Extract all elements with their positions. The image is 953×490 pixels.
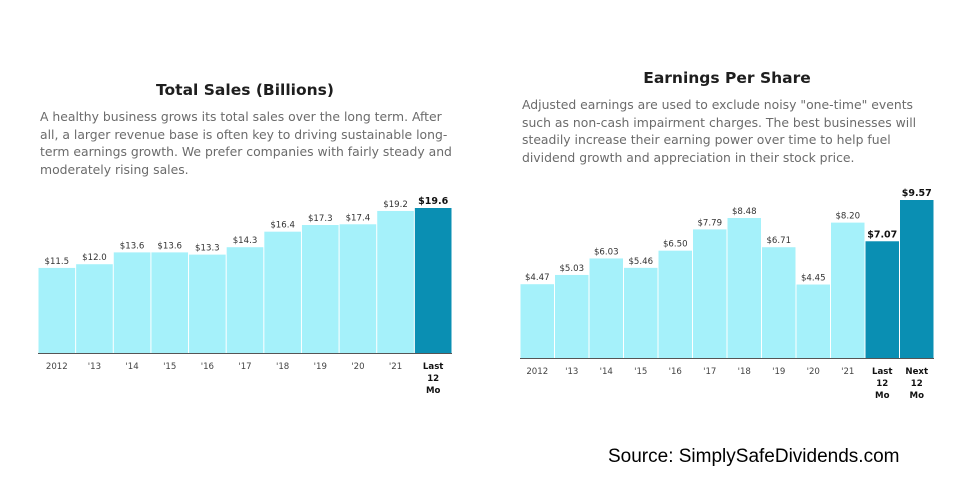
sales-value-label: $13.3 (195, 244, 220, 254)
eps-x-tick-label: '15 (634, 367, 647, 377)
sales-x-tick-label: '20 (351, 362, 364, 372)
sales-x-tick-label: '16 (201, 362, 214, 372)
sales-chart-title: Total Sales (Billions) (156, 81, 334, 99)
sales-value-label: $16.4 (270, 221, 295, 231)
sales-bar (339, 224, 377, 353)
eps-value-label: $7.79 (697, 218, 722, 228)
sales-value-label: $19.2 (383, 200, 408, 210)
eps-x-tick-label: Last 12 Mo (872, 367, 893, 401)
eps-x-tick-label: '20 (807, 367, 820, 377)
sales-panel: Total Sales (Billions) A healthy busines… (38, 78, 452, 396)
sales-x-tick-label: '18 (276, 362, 289, 372)
eps-value-label: $6.71 (766, 236, 791, 246)
sales-x-tick-label: '21 (389, 362, 402, 372)
eps-bar (555, 274, 589, 358)
eps-x-tick-label: '21 (841, 367, 854, 377)
eps-value-label: $8.20 (835, 212, 860, 222)
eps-chart-description: Adjusted earnings are used to exclude no… (522, 97, 917, 165)
sales-bar (414, 208, 452, 353)
eps-bar (762, 247, 796, 358)
eps-x-tick-label: '17 (703, 367, 716, 377)
sales-chart-description: A healthy business grows its total sales… (40, 109, 452, 177)
eps-value-label: $6.03 (594, 247, 619, 257)
eps-bar (520, 284, 554, 358)
sales-x-tick-label: Last 12 Mo (423, 362, 444, 396)
eps-x-tick-label: Next 12 Mo (905, 367, 928, 401)
eps-bar (900, 200, 934, 358)
eps-value-label: $4.45 (801, 274, 826, 284)
sales-value-label: $17.4 (346, 213, 371, 223)
eps-bar (658, 250, 692, 358)
sales-bar (38, 267, 76, 353)
sales-x-tick-label: 2012 (46, 362, 68, 372)
eps-bar (624, 267, 658, 358)
eps-panel: Earnings Per Share Adjusted earnings are… (520, 66, 934, 401)
eps-value-label: $5.03 (559, 264, 584, 274)
sales-bar (264, 231, 301, 353)
eps-bar (727, 217, 761, 358)
sales-value-label: $13.6 (157, 241, 182, 251)
sales-bar-chart: $11.5 2012 $12.0 '13 $13.6 '14 $13.6 '15 $13.3 '1… (38, 196, 452, 396)
sales-x-tick-label: '13 (88, 362, 101, 372)
eps-value-label: $8.48 (732, 207, 757, 217)
eps-x-tick-label: '18 (738, 367, 751, 377)
sales-bar (76, 264, 113, 353)
sales-bar (113, 252, 151, 353)
sales-bar (189, 254, 226, 353)
sales-bar (377, 210, 414, 353)
eps-bar (693, 229, 727, 358)
sales-x-tick-label: '15 (163, 362, 176, 372)
eps-bar (796, 284, 830, 358)
eps-value-label: $4.47 (525, 273, 550, 283)
eps-bar (831, 222, 865, 358)
eps-bar-chart: $4.47 2012 $5.03 '13 $6.03 '14 $5.46 '15 $6.50 '1… (520, 188, 934, 401)
eps-value-label: $9.57 (902, 188, 932, 199)
eps-value-label: $6.50 (663, 240, 688, 250)
eps-value-label: $5.46 (628, 257, 653, 267)
eps-x-tick-label: '16 (669, 367, 682, 377)
source-credit: Source: SimplySafeDividends.com (608, 446, 900, 467)
eps-x-tick-label: '19 (772, 367, 785, 377)
eps-x-tick-label: 2012 (526, 367, 548, 377)
sales-value-label: $13.6 (120, 241, 145, 251)
sales-bar (226, 247, 264, 353)
sales-x-tick-label: '14 (125, 362, 138, 372)
sales-x-tick-label: '17 (238, 362, 251, 372)
sales-value-label: $14.3 (233, 236, 258, 246)
sales-value-label: $11.5 (45, 257, 70, 267)
eps-x-tick-label: '13 (565, 367, 578, 377)
sales-value-label: $19.6 (418, 196, 448, 207)
sales-value-label: $12.0 (82, 253, 107, 263)
eps-x-tick-label: '14 (600, 367, 613, 377)
sales-value-label: $17.3 (308, 214, 333, 224)
sales-bar (151, 252, 189, 353)
sales-x-tick-label: '19 (314, 362, 327, 372)
sales-bar (301, 225, 339, 353)
eps-value-label: $7.07 (867, 229, 897, 240)
eps-bar (865, 241, 899, 358)
eps-chart-title: Earnings Per Share (643, 69, 811, 87)
eps-bar (589, 258, 623, 358)
